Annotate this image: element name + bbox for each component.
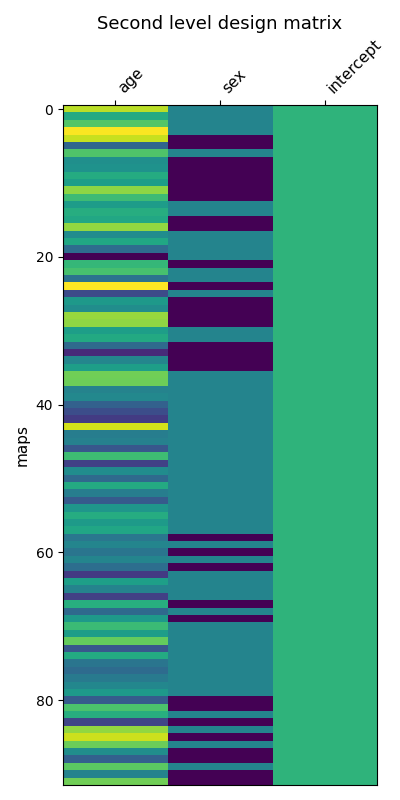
Title: Second level design matrix: Second level design matrix [98, 15, 343, 33]
Y-axis label: maps: maps [15, 424, 30, 466]
